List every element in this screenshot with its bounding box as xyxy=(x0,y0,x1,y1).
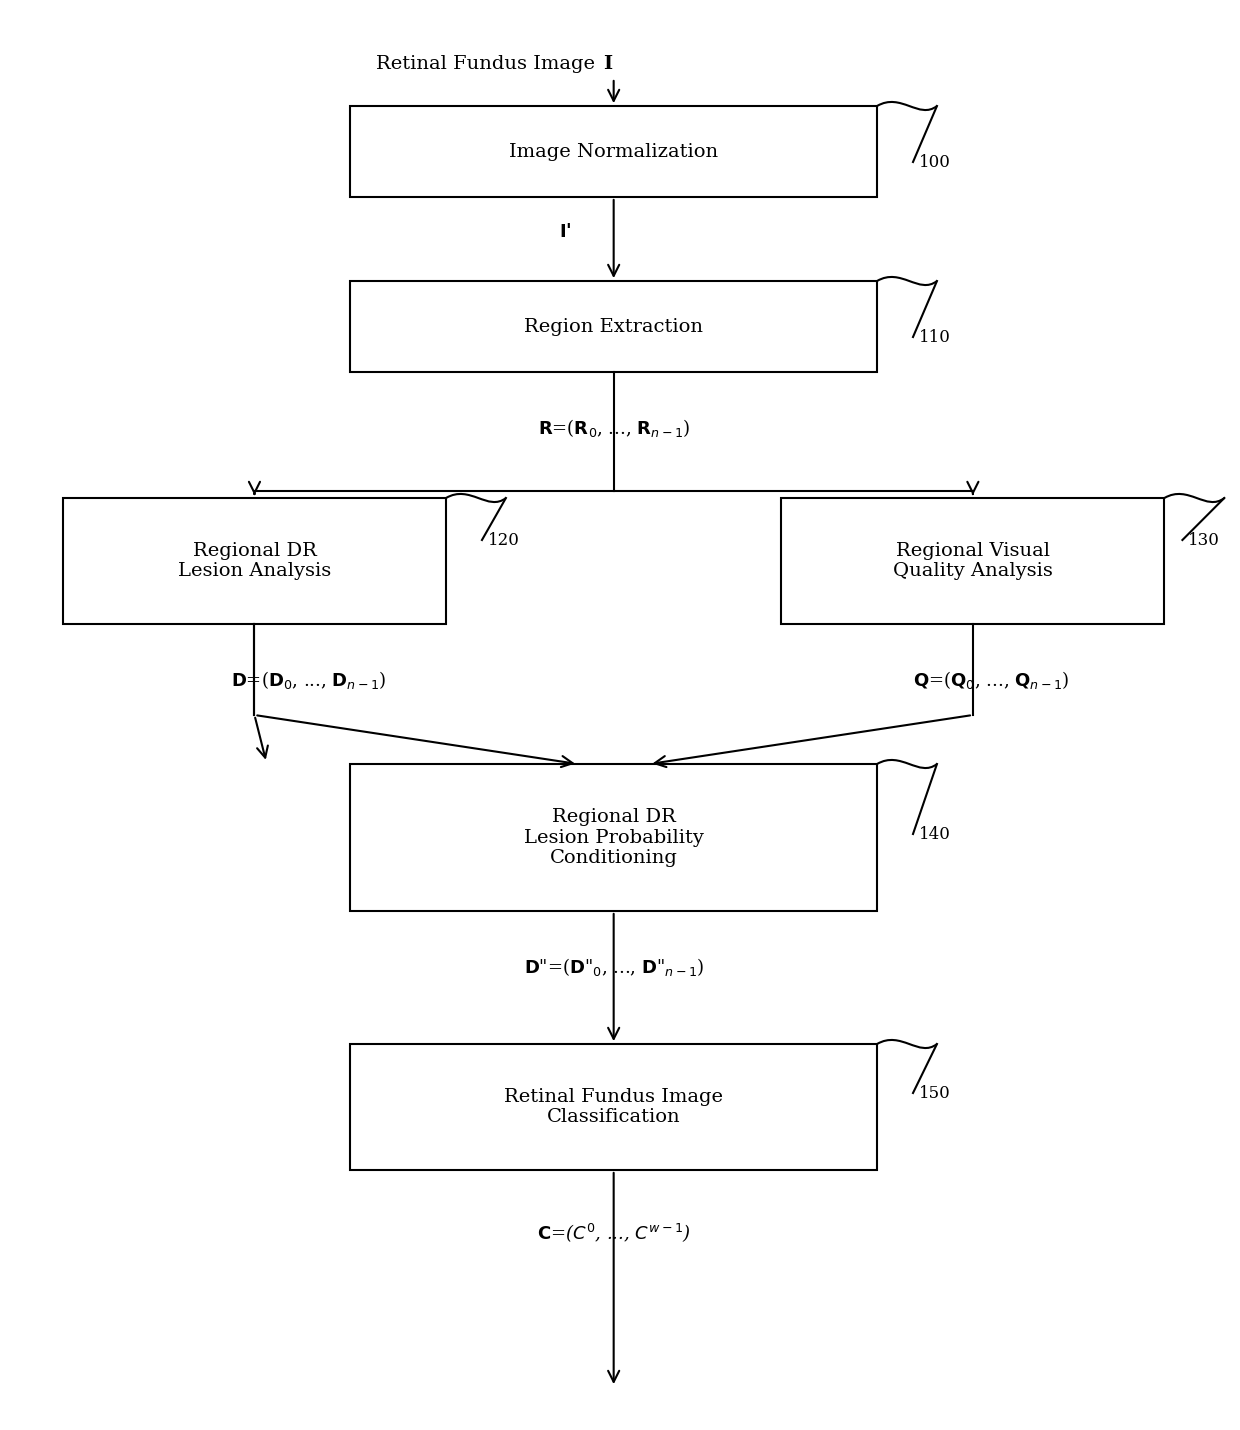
Text: 130: 130 xyxy=(1188,532,1220,549)
Text: I: I xyxy=(603,54,613,73)
Text: Retinal Fundus Image
Classification: Retinal Fundus Image Classification xyxy=(505,1088,723,1127)
FancyBboxPatch shape xyxy=(350,764,877,911)
FancyBboxPatch shape xyxy=(350,282,877,372)
Text: $\mathbf{Q}$=($\mathbf{Q}_0$, ..., $\mathbf{Q}_{n-1}$): $\mathbf{Q}$=($\mathbf{Q}_0$, ..., $\mat… xyxy=(913,669,1070,691)
Text: $\mathbf{C}$=($C^0$, ..., $C^{w-1}$): $\mathbf{C}$=($C^0$, ..., $C^{w-1}$) xyxy=(537,1221,691,1244)
Text: $\mathbf{R}$=($\mathbf{R}_0$, ..., $\mathbf{R}_{n-1}$): $\mathbf{R}$=($\mathbf{R}_0$, ..., $\mat… xyxy=(538,418,689,439)
Text: $\mathbf{I}$': $\mathbf{I}$' xyxy=(559,223,572,242)
FancyBboxPatch shape xyxy=(63,498,446,623)
Text: $\mathbf{D}$"=($\mathbf{D}$"$_0$, ..., $\mathbf{D}$"$_{n-1}$): $\mathbf{D}$"=($\mathbf{D}$"$_0$, ..., $… xyxy=(523,957,704,978)
Text: Regional DR
Lesion Analysis: Regional DR Lesion Analysis xyxy=(177,542,331,581)
Text: 150: 150 xyxy=(919,1084,951,1101)
Text: 120: 120 xyxy=(489,532,520,549)
Text: 100: 100 xyxy=(919,153,951,170)
FancyBboxPatch shape xyxy=(781,498,1164,623)
FancyBboxPatch shape xyxy=(350,1044,877,1170)
Text: $\mathbf{D}$=($\mathbf{D}_0$, ..., $\mathbf{D}_{n-1}$): $\mathbf{D}$=($\mathbf{D}_0$, ..., $\mat… xyxy=(231,669,386,691)
Text: Retinal Fundus Image: Retinal Fundus Image xyxy=(377,54,601,73)
FancyBboxPatch shape xyxy=(350,106,877,197)
Text: Regional DR
Lesion Probability
Conditioning: Regional DR Lesion Probability Condition… xyxy=(523,808,703,868)
Text: 110: 110 xyxy=(919,329,951,346)
Text: Image Normalization: Image Normalization xyxy=(510,143,718,160)
Text: Regional Visual
Quality Analysis: Regional Visual Quality Analysis xyxy=(893,542,1053,581)
Text: Region Extraction: Region Extraction xyxy=(525,317,703,336)
Text: 140: 140 xyxy=(919,825,951,842)
